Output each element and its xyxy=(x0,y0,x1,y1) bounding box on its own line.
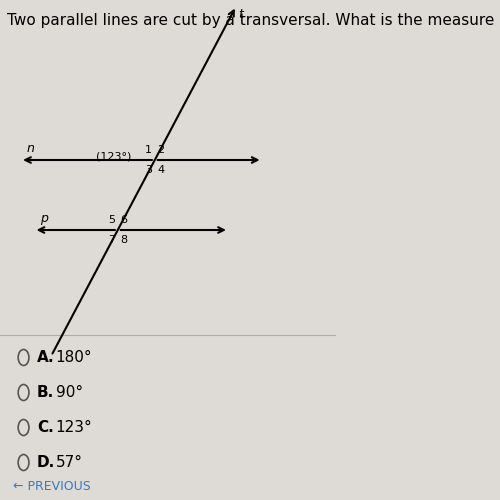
Text: D.: D. xyxy=(37,455,56,470)
Text: 1: 1 xyxy=(146,145,152,155)
Text: t: t xyxy=(238,8,243,22)
Text: A.: A. xyxy=(37,350,54,365)
Text: p: p xyxy=(40,212,48,225)
Text: n: n xyxy=(27,142,35,155)
Text: 123°: 123° xyxy=(56,420,92,435)
Text: 2: 2 xyxy=(158,145,164,155)
Text: B.: B. xyxy=(37,385,54,400)
Text: 5: 5 xyxy=(108,215,116,225)
Text: C.: C. xyxy=(37,420,54,435)
Text: ← PREVIOUS: ← PREVIOUS xyxy=(14,480,91,492)
Text: 8: 8 xyxy=(120,235,128,245)
Text: 180°: 180° xyxy=(56,350,92,365)
Text: Two parallel lines are cut by a transversal. What is the measure of ∠6?: Two parallel lines are cut by a transver… xyxy=(6,12,500,28)
Text: 90°: 90° xyxy=(56,385,82,400)
Text: 4: 4 xyxy=(158,165,164,175)
Text: 57°: 57° xyxy=(56,455,82,470)
Text: 7: 7 xyxy=(108,235,116,245)
Text: 6: 6 xyxy=(120,215,128,225)
Text: 3: 3 xyxy=(146,165,152,175)
Text: (123°): (123°) xyxy=(96,151,131,161)
